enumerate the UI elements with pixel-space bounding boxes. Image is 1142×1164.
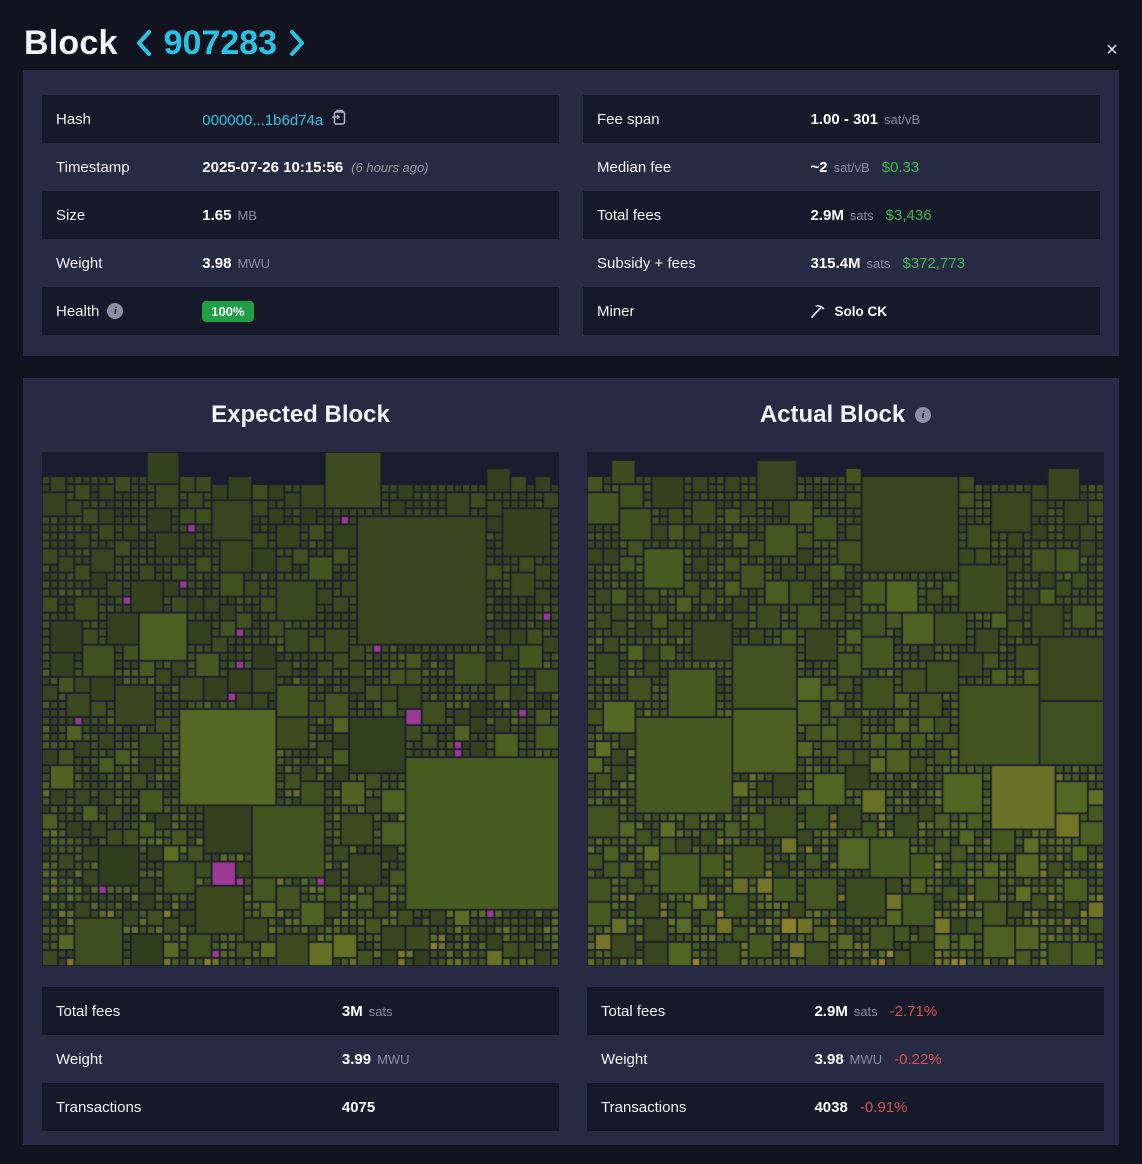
subsidy-fees-unit: sats — [866, 255, 891, 271]
actual-block-column: Actual Block i Total fees 2.9M sats -2.7… — [587, 398, 1104, 1131]
actual-block-title: Actual Block — [759, 401, 906, 428]
block-details-left-table: Hash 000000...1b6d74a Timestamp 2025-07-… — [42, 95, 559, 336]
fee-span-row: Fee span 1.00 - 301 sat/vB — [583, 95, 1100, 143]
total-fees-usd: $3,436 — [885, 206, 932, 224]
timestamp-value: 2025-07-26 10:15:56 — [202, 158, 344, 176]
health-badge: 100% — [202, 300, 254, 322]
median-fee-unit: sat/vB — [833, 159, 870, 175]
subsidy-fees-usd: $372,773 — [902, 254, 965, 272]
actual-weight-label: Weight — [601, 1050, 648, 1068]
total-fees-row: Total fees 2.9M sats $3,436 — [583, 191, 1100, 239]
block-navigation: 907283 — [134, 24, 307, 63]
previous-block-chevron-icon[interactable] — [134, 28, 154, 58]
expected-weight-label: Weight — [56, 1050, 103, 1068]
expected-transactions-value: 4075 — [341, 1098, 376, 1116]
page-title: Block — [24, 23, 118, 62]
total-fees-label: Total fees — [597, 206, 662, 224]
actual-total-fees-delta: -2.71% — [889, 1002, 938, 1020]
health-label: Health — [56, 302, 100, 320]
timestamp-relative: (6 hours ago) — [351, 159, 429, 175]
expected-total-fees-value: 3M — [341, 1002, 363, 1020]
fee-span-value: 1.00 - 301 — [810, 110, 879, 128]
expected-weight-value: 3.99 — [341, 1050, 372, 1068]
block-details-panel: Hash 000000...1b6d74a Timestamp 2025-07-… — [23, 70, 1119, 356]
fee-span-unit: sat/vB — [884, 111, 921, 127]
hash-row: Hash 000000...1b6d74a — [42, 95, 559, 143]
expected-weight-row: Weight 3.99 MWU — [42, 1035, 559, 1083]
expected-block-stats-table: Total fees 3M sats Weight 3.99 MWU Trans… — [42, 987, 559, 1131]
close-button[interactable]: × — [1098, 36, 1126, 64]
actual-weight-row: Weight 3.98 MWU -0.22% — [587, 1035, 1104, 1083]
page-header: Block 907283 — [0, 0, 1142, 66]
expected-transactions-label: Transactions — [56, 1098, 142, 1116]
actual-block-heading: Actual Block i — [587, 398, 1104, 432]
block-comparison-panel: Expected Block Total fees 3M sats Weight… — [23, 378, 1119, 1145]
miner-label: Miner — [597, 302, 635, 320]
actual-transactions-delta: -0.91% — [859, 1098, 908, 1116]
expected-block-heading: Expected Block — [42, 398, 559, 432]
expected-transactions-row: Transactions 4075 — [42, 1083, 559, 1131]
actual-transactions-label: Transactions — [601, 1098, 687, 1116]
subsidy-fees-value: 315.4M — [810, 254, 861, 272]
expected-weight-unit: MWU — [377, 1051, 410, 1067]
hash-link[interactable]: 000000...1b6d74a — [202, 112, 324, 129]
median-fee-value: ~2 — [810, 158, 828, 176]
median-fee-row: Median fee ~2 sat/vB $0.33 — [583, 143, 1100, 191]
block-height-link[interactable]: 907283 — [163, 23, 278, 62]
health-row: Health i 100% — [42, 287, 559, 335]
weight-row: Weight 3.98 MWU — [42, 239, 559, 287]
actual-block-treemap[interactable] — [587, 452, 1104, 966]
health-info-icon[interactable]: i — [107, 303, 124, 319]
median-fee-usd: $0.33 — [881, 158, 920, 176]
fee-span-label: Fee span — [597, 110, 660, 128]
actual-block-info-icon[interactable]: i — [915, 407, 932, 423]
subsidy-fees-row: Subsidy + fees 315.4M sats $372,773 — [583, 239, 1100, 287]
total-fees-unit: sats — [849, 207, 874, 223]
next-block-chevron-icon[interactable] — [287, 28, 307, 58]
weight-unit: MWU — [237, 255, 270, 271]
size-label: Size — [56, 206, 86, 224]
block-details-right-table: Fee span 1.00 - 301 sat/vB Median fee ~2… — [583, 95, 1100, 336]
size-row: Size 1.65 MB — [42, 191, 559, 239]
expected-total-fees-unit: sats — [368, 1003, 393, 1019]
total-fees-value: 2.9M — [810, 206, 844, 224]
miner-row: Miner Solo CK — [583, 287, 1100, 335]
copy-hash-icon[interactable] — [331, 109, 346, 125]
actual-transactions-row: Transactions 4038 -0.91% — [587, 1083, 1104, 1131]
actual-total-fees-label: Total fees — [601, 1002, 666, 1020]
expected-block-column: Expected Block Total fees 3M sats Weight… — [42, 398, 559, 1131]
actual-weight-delta: -0.22% — [894, 1050, 942, 1068]
miner-link[interactable]: Solo CK — [834, 303, 887, 319]
actual-total-fees-row: Total fees 2.9M sats -2.71% — [587, 987, 1104, 1035]
timestamp-label: Timestamp — [56, 158, 130, 176]
actual-total-fees-value: 2.9M — [814, 1002, 848, 1020]
pickaxe-icon — [810, 303, 826, 319]
expected-total-fees-row: Total fees 3M sats — [42, 987, 559, 1035]
expected-total-fees-label: Total fees — [56, 1002, 121, 1020]
size-value: 1.65 — [202, 206, 232, 224]
actual-weight-value: 3.98 — [814, 1050, 844, 1068]
subsidy-fees-label: Subsidy + fees — [597, 254, 696, 272]
size-unit: MB — [237, 207, 257, 223]
hash-label: Hash — [56, 110, 92, 128]
expected-block-title: Expected Block — [211, 401, 390, 428]
actual-transactions-value: 4038 — [814, 1098, 848, 1116]
expected-block-treemap[interactable] — [42, 452, 559, 966]
weight-value: 3.98 — [202, 254, 232, 272]
actual-total-fees-unit: sats — [853, 1003, 878, 1019]
median-fee-label: Median fee — [597, 158, 672, 176]
timestamp-row: Timestamp 2025-07-26 10:15:56 (6 hours a… — [42, 143, 559, 191]
weight-label: Weight — [56, 254, 103, 272]
actual-weight-unit: MWU — [849, 1051, 883, 1067]
actual-block-stats-table: Total fees 2.9M sats -2.71% Weight 3.98 … — [587, 987, 1104, 1131]
